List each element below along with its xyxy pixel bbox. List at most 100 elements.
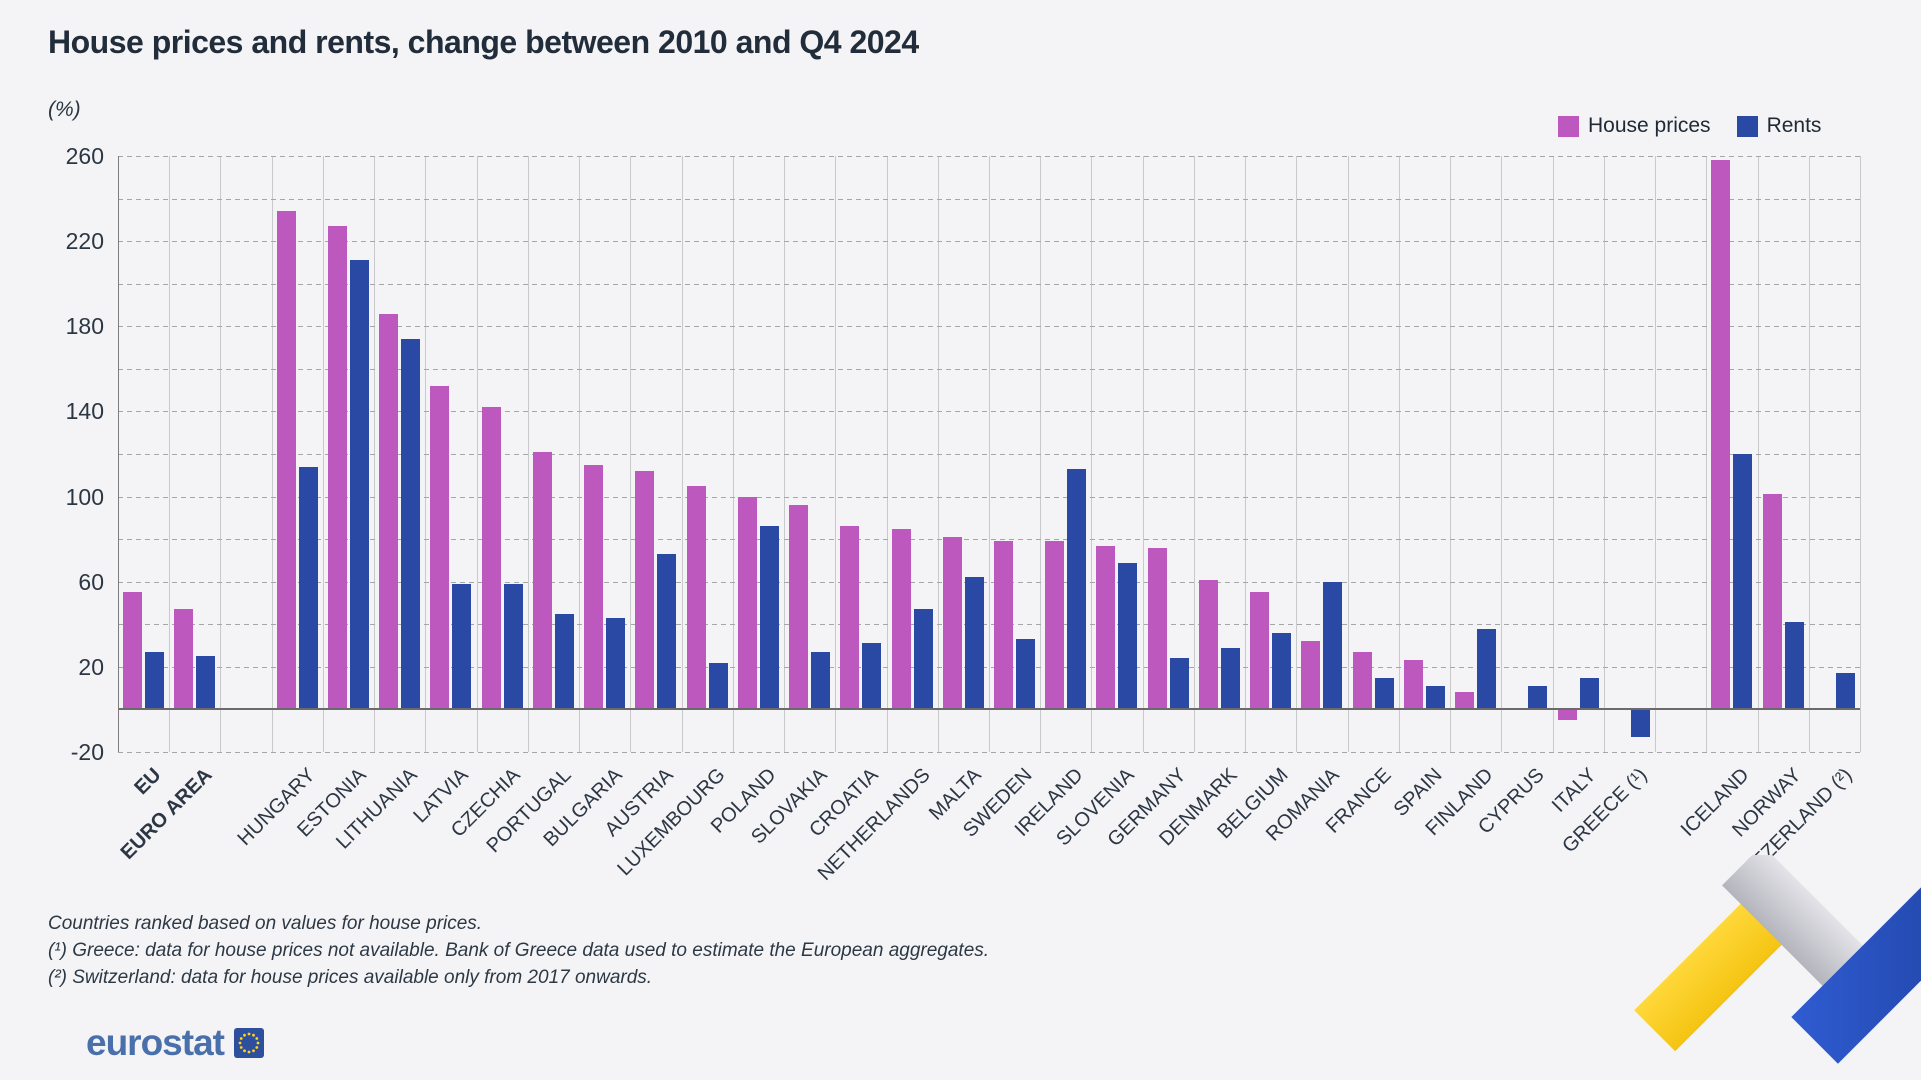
bar-house_prices-finland — [1455, 692, 1475, 710]
zero-line — [118, 708, 1860, 711]
bar-house_prices-lithuania — [379, 313, 399, 710]
bar-house_prices-bulgaria — [584, 464, 604, 710]
rents-swatch-icon — [1736, 115, 1758, 137]
bar-rents-hungary — [298, 466, 318, 710]
bar-house_prices-malta — [942, 537, 962, 710]
bar-house_prices-sweden — [994, 541, 1013, 710]
gridline-80 — [118, 539, 1860, 541]
legend-item-house-prices: House prices — [1558, 114, 1711, 138]
bar-house_prices-spain — [1403, 660, 1423, 710]
bar-rents-luxembourg — [708, 662, 728, 710]
gridline-60 — [118, 581, 1860, 583]
bar-house_prices-eu — [123, 592, 142, 710]
gridline-40 — [118, 624, 1860, 626]
bar-house_prices-belgium — [1250, 592, 1270, 710]
legend-label-house-prices: House prices — [1588, 114, 1711, 137]
y-tick-100: 100 — [65, 483, 104, 510]
bar-rents-estonia — [349, 260, 369, 710]
gridline-20 — [118, 666, 1860, 668]
bar-house_prices-norway — [1762, 494, 1782, 710]
bar-rents-malta — [964, 577, 984, 710]
bar-house_prices-portugal — [532, 451, 552, 710]
bar-rents-slovenia — [1118, 562, 1138, 710]
legend: House prices Rents — [1558, 114, 1821, 138]
bar-house_prices-austria — [635, 471, 655, 710]
bar-rents-cyprus — [1528, 686, 1548, 710]
legend-item-rents: Rents — [1736, 114, 1822, 138]
bar-rents-norway — [1784, 622, 1804, 710]
bar-rents-ireland — [1067, 468, 1087, 710]
bar-rents-netherlands — [913, 609, 933, 710]
gridline-200 — [118, 283, 1860, 285]
bar-house_prices-estonia — [327, 226, 347, 710]
y-tick-220: 220 — [65, 228, 104, 255]
footnotes: Countries ranked based on values for hou… — [48, 910, 989, 991]
bar-house_prices-germany — [1147, 547, 1167, 710]
bar-rents-poland — [759, 526, 779, 710]
gridline-220 — [118, 241, 1860, 243]
bar-house_prices-euro-area — [174, 609, 194, 710]
bar-house_prices-czechia — [481, 407, 501, 710]
bar-house_prices-poland — [737, 496, 757, 710]
bar-house_prices-ireland — [1045, 541, 1065, 710]
bar-house_prices-netherlands — [891, 528, 911, 710]
y-tick-180: 180 — [65, 313, 104, 340]
bar-house_prices-romania — [1301, 641, 1321, 710]
bar-rents-portugal — [554, 613, 574, 710]
bar-rents-slovakia — [811, 651, 831, 710]
bar-house_prices-slovakia — [789, 505, 809, 710]
bar-house_prices-slovenia — [1096, 545, 1116, 710]
bar-rents-sweden — [1016, 639, 1035, 710]
gridline--20 — [118, 752, 1860, 753]
bar-rents-croatia — [862, 643, 882, 710]
bar-house_prices-hungary — [276, 211, 296, 710]
bar-house_prices-latvia — [430, 385, 450, 710]
bar-rents-finland — [1477, 628, 1497, 710]
gridline-100 — [118, 496, 1860, 498]
unit-label: (%) — [48, 98, 81, 121]
bar-rents-spain — [1425, 686, 1445, 710]
bar-rents-france — [1374, 677, 1394, 710]
gridline-140 — [118, 411, 1860, 413]
plot-area — [118, 156, 1861, 753]
bar-rents-germany — [1169, 658, 1189, 710]
bar-rents-romania — [1323, 581, 1343, 710]
bar-house_prices-iceland — [1711, 160, 1731, 710]
bar-rents-eu — [145, 651, 164, 710]
legend-label-rents: Rents — [1766, 114, 1822, 137]
gridline-180 — [118, 326, 1860, 328]
footnote-switzerland: (²) Switzerland: data for house prices a… — [48, 967, 653, 988]
bar-rents-italy — [1579, 677, 1599, 710]
house-prices-swatch-icon — [1558, 115, 1579, 137]
gridline-120 — [118, 454, 1860, 455]
y-tick-60: 60 — [78, 568, 104, 595]
gridline-160 — [118, 368, 1860, 370]
bar-rents-greece- — [1630, 709, 1650, 738]
bar-house_prices-luxembourg — [686, 485, 706, 710]
bar-rents-czechia — [503, 583, 523, 710]
y-axis-line — [118, 156, 119, 752]
bar-rents-denmark — [1220, 647, 1240, 710]
footnote-ranking: Countries ranked based on values for hou… — [48, 913, 483, 934]
bar-rents-lithuania — [401, 339, 421, 710]
bar-rents-euro-area — [196, 656, 216, 710]
eurostat-wordmark: eurostat — [86, 1022, 225, 1063]
gridline-260 — [118, 156, 1860, 157]
bar-rents-belgium — [1272, 632, 1292, 710]
y-tick-20: 20 — [78, 653, 104, 680]
chart-title: House prices and rents, change between 2… — [48, 24, 919, 60]
bar-rents-latvia — [452, 583, 472, 710]
bar-house_prices-france — [1352, 651, 1372, 710]
footnote-greece: (¹) Greece: data for house prices not av… — [48, 940, 990, 961]
gridline-240 — [118, 198, 1860, 200]
bar-house_prices-italy — [1557, 709, 1577, 721]
bar-rents-switzerland- — [1835, 673, 1855, 710]
vertical-gridline — [1860, 156, 1861, 752]
bar-rents-austria — [657, 554, 677, 710]
y-tick-260: 260 — [65, 143, 104, 169]
bar-house_prices-croatia — [840, 526, 860, 710]
bar-rents-iceland — [1733, 454, 1753, 710]
bar-house_prices-denmark — [1198, 579, 1218, 710]
decorative-ribbon-graphic — [1630, 855, 1921, 1080]
